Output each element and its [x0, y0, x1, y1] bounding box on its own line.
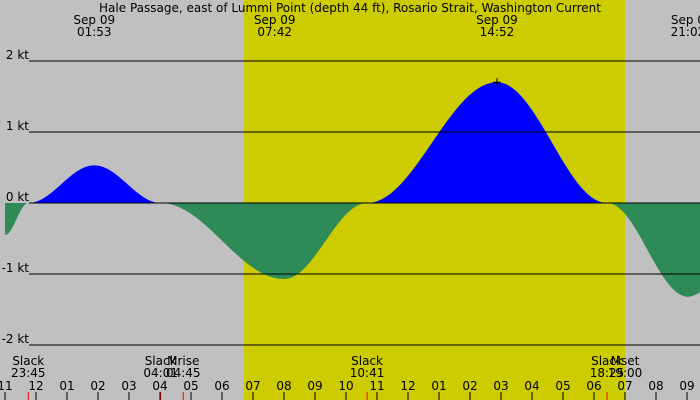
y-gridlines — [29, 60, 700, 346]
peak-time-label: 21:02 — [671, 25, 700, 39]
peak-date-label: Sep 09 — [73, 13, 115, 27]
x-tick-label: 08 — [648, 379, 663, 393]
x-tick-label: 11 — [0, 379, 13, 393]
event-time-label: 04:01 — [143, 366, 178, 380]
y-tick-label: 1 kt — [6, 119, 29, 133]
bottom-event-labels: Slack23:45Slack04:01Mrise04:45Slack10:41… — [11, 354, 642, 400]
event-name-label: Slack — [351, 354, 383, 368]
flood-current-area — [5, 82, 700, 203]
chart-title: Hale Passage, east of Lummi Point (depth… — [99, 1, 601, 15]
x-tick-label: 01 — [59, 379, 74, 393]
x-tick-label: 10 — [338, 379, 353, 393]
event-name-label: Mset — [611, 354, 640, 368]
event-name-label: Slack — [145, 354, 177, 368]
hour-axis: 11 12 01 02 03 04 05 06 07 08 09 10 11 12 01 02 03 04 05 06… — [0, 379, 695, 400]
event-time-label: 18:25 — [590, 366, 625, 380]
max-current-marker — [492, 78, 501, 87]
peak-time-label: 14:52 — [480, 25, 515, 39]
peak-time-label: 01:53 — [77, 25, 112, 39]
x-tick-label: 04 — [524, 379, 539, 393]
x-tick-label: 02 — [462, 379, 477, 393]
x-tick-label: 02 — [90, 379, 105, 393]
y-tick-labels: 2 kt 1 kt 0 kt -1 kt -2 kt — [2, 48, 30, 346]
x-tick-label: 06 — [586, 379, 601, 393]
x-tick-label: 08 — [276, 379, 291, 393]
event-time-label: 10:41 — [350, 366, 385, 380]
x-tick-label: 09 — [679, 379, 694, 393]
event-time-label: 19:00 — [608, 366, 643, 380]
event-time-label: 23:45 — [11, 366, 46, 380]
event-time-label: 04:45 — [166, 366, 201, 380]
x-tick-label: 06 — [214, 379, 229, 393]
y-tick-label: 0 kt — [6, 190, 29, 204]
x-tick-label: 03 — [121, 379, 136, 393]
event-name-label: Slack — [12, 354, 44, 368]
y-tick-label: -2 kt — [2, 332, 30, 346]
x-tick-label: 04 — [152, 379, 167, 393]
x-tick-label: 05 — [183, 379, 198, 393]
event-name-label: Slack — [591, 354, 623, 368]
x-tick-label: 12 — [400, 379, 415, 393]
x-tick-label: 07 — [245, 379, 260, 393]
peak-date-label: Sep 09 — [254, 13, 296, 27]
ebb-current-area — [5, 203, 700, 297]
x-tick-label: 12 — [28, 379, 43, 393]
peak-date-label: Sep 0 — [671, 13, 700, 27]
x-tick-label: 07 — [617, 379, 632, 393]
peak-time-label: 07:42 — [257, 25, 292, 39]
y-tick-label: -1 kt — [2, 261, 30, 275]
event-name-label: Mrise — [167, 354, 199, 368]
x-tick-label: 01 — [431, 379, 446, 393]
peak-date-label: Sep 09 — [476, 13, 518, 27]
x-tick-label: 09 — [307, 379, 322, 393]
x-tick-label: 05 — [555, 379, 570, 393]
x-tick-label: 03 — [493, 379, 508, 393]
x-tick-label: 11 — [369, 379, 384, 393]
y-tick-label: 2 kt — [6, 48, 29, 62]
